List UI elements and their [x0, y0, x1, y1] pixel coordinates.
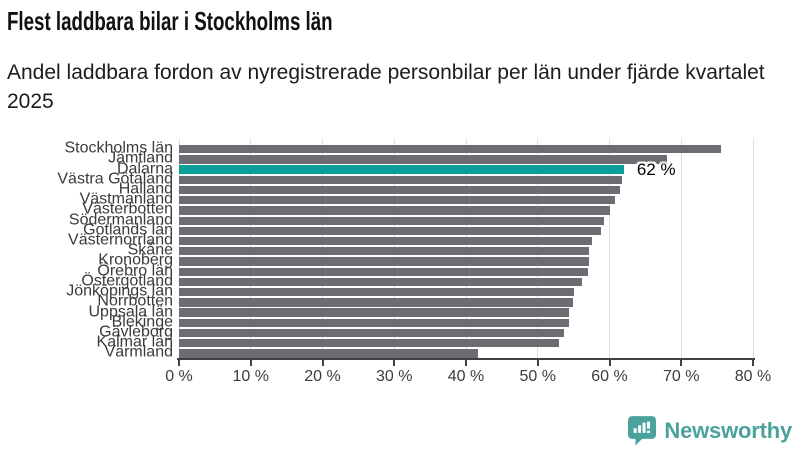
category-label: Stockholms län: [64, 139, 174, 157]
chart-subtitle: Andel laddbara fordon av nyregistrerade …: [7, 61, 765, 113]
category-label: Västernorrland: [68, 231, 173, 249]
category-label: Jönköpings län: [66, 282, 173, 300]
x-axis-tick-label: 0 %: [165, 368, 193, 385]
bar: [179, 328, 565, 338]
bar: [179, 185, 620, 195]
highlight-value-label: 62 %: [636, 159, 676, 179]
category-label: Gotlands län: [83, 221, 173, 239]
bar: [179, 145, 721, 154]
x-axis-tick-label: 20 %: [304, 368, 341, 385]
x-axis-tick-label: 80 %: [734, 368, 772, 385]
x-axis-tick-label: 60 %: [591, 368, 628, 385]
brand-name: Newsworthy: [664, 418, 792, 443]
category-label: Norrbotten: [97, 292, 173, 310]
x-axis-tick-label: 10 %: [232, 368, 269, 385]
bar: [179, 226, 601, 236]
bar-highlight: [179, 165, 624, 174]
x-axis-tick: [393, 360, 396, 366]
category-label: Halland: [118, 180, 173, 198]
category-label: Skåne: [127, 241, 173, 259]
x-axis-tick: [680, 360, 683, 366]
x-axis-tick-label: 30 %: [376, 368, 413, 385]
x-axis-tick: [752, 360, 754, 366]
chart-title: Flest laddbara bilar i Stockholms län: [7, 6, 333, 36]
bar: [179, 308, 570, 317]
category-label: Gävleborg: [99, 323, 173, 341]
bar: [179, 257, 589, 266]
x-axis-tick-label: 70 %: [663, 368, 700, 385]
bar: [179, 318, 569, 327]
category-label: Blekinge: [111, 313, 173, 331]
category-label: Dalarna: [116, 160, 173, 178]
category-label: Västerbotten: [82, 201, 173, 219]
gridline: [609, 139, 610, 359]
bar: [179, 288, 574, 297]
x-axis-tick-label: 40 %: [447, 368, 485, 385]
category-label: Örebro län: [97, 262, 173, 280]
category-label: Västmanland: [79, 190, 173, 208]
x-axis-tick: [536, 360, 539, 366]
category-label: Värmland: [104, 344, 173, 362]
x-axis-tick-label: 50 %: [519, 368, 556, 385]
bar: [179, 298, 573, 307]
category-label: Kronoberg: [98, 252, 173, 270]
category-label: Södermanland: [68, 211, 173, 229]
gridline: [680, 139, 682, 359]
x-axis-tick: [608, 360, 611, 366]
x-axis-tick: [321, 360, 324, 366]
bar: [179, 155, 667, 164]
bar: [179, 247, 590, 256]
category-label: Jämtland: [108, 149, 173, 167]
category-label: Östergötland: [81, 272, 173, 290]
bar: [179, 267, 588, 276]
bar: [179, 175, 623, 184]
bar: [179, 206, 611, 215]
category-label: Västra Götaland: [57, 170, 173, 188]
x-axis-tick: [465, 360, 467, 366]
bar: [179, 216, 604, 225]
bar: [179, 277, 582, 287]
newsworthy-logo-icon: [628, 416, 657, 446]
bar-chart-exclamation-glyph: [634, 421, 651, 434]
bar: [179, 339, 559, 348]
bar: [179, 236, 592, 246]
gridline: [752, 139, 754, 359]
bar: [179, 349, 479, 358]
bar: [179, 196, 616, 205]
x-axis-line: [177, 358, 755, 360]
category-label: Uppsala län: [88, 303, 174, 321]
category-label: Kalmar län: [96, 333, 173, 351]
brand-footer: Newsworthy: [628, 416, 792, 446]
x-axis-tick: [178, 360, 180, 366]
x-axis-tick: [249, 360, 252, 366]
